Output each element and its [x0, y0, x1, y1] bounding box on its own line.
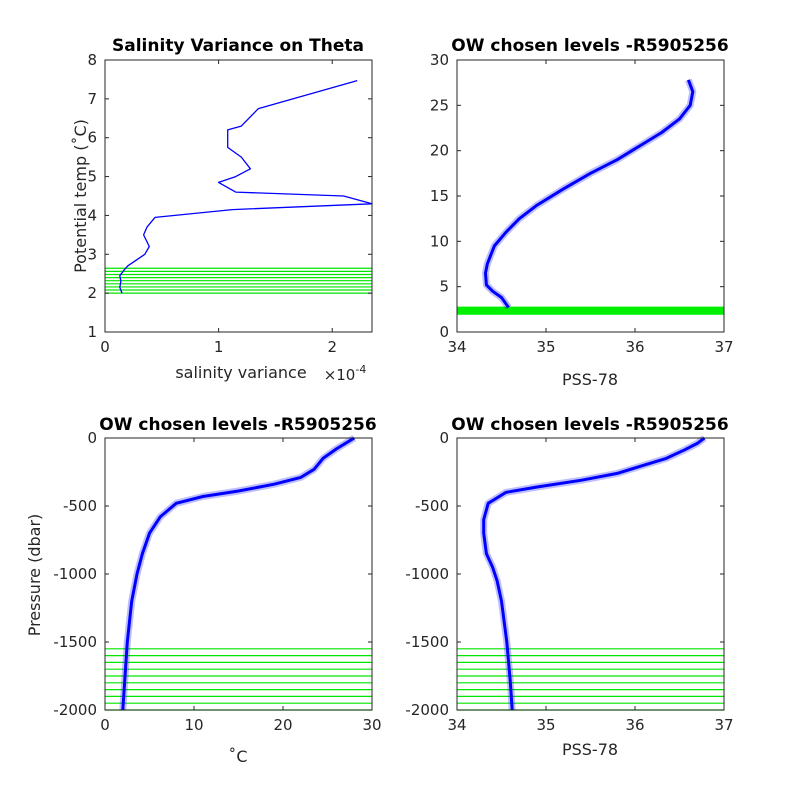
x-tick-label: 0: [100, 338, 110, 356]
chart-title: OW chosen levels -R5905256: [451, 36, 728, 56]
chosen-level-band: [457, 306, 724, 315]
y-tick-label: -500: [415, 497, 449, 515]
y-tick-label: 3: [87, 245, 97, 263]
y-tick-label: -1500: [405, 633, 449, 651]
series-line: [119, 79, 373, 294]
x-axis-label: ˚C: [228, 747, 247, 766]
plot-area: 0 10 20 30 -2000 -1500 -1000 -500 0: [53, 429, 381, 734]
x-tick-label: 35: [536, 338, 555, 356]
y-tick-label: 5: [439, 278, 449, 296]
x-axis-label: PSS-78: [562, 740, 618, 759]
x-tick-label: 34: [447, 338, 466, 356]
x-tick-label: 0: [100, 716, 110, 734]
x-tick-label: 36: [625, 338, 644, 356]
y-tick-label: 1: [87, 323, 97, 341]
series-spread: [480, 435, 707, 711]
x-tick-label: 1: [214, 338, 224, 356]
y-tick-label: 5: [87, 168, 97, 186]
y-tick-label: 6: [87, 129, 97, 147]
y-tick-label: 10: [430, 232, 449, 250]
y-tick-label: 8: [87, 51, 97, 69]
x-tick-label: 10: [184, 716, 203, 734]
chart-title: OW chosen levels -R5905256: [99, 415, 376, 435]
y-axis-label: Pressure (dbar): [25, 514, 44, 637]
y-tick-label: -500: [63, 497, 97, 515]
x-tick-label: 37: [714, 338, 733, 356]
series-line: [482, 436, 706, 711]
x-tick-label: 30: [362, 716, 381, 734]
panel-pressure-temperature: OW chosen levels -R5905256 0 10 20 30 -2000 -…: [25, 415, 382, 766]
y-tick-label: 25: [430, 96, 449, 114]
y-tick-label: -1000: [405, 565, 449, 583]
chart-title: OW chosen levels -R5905256: [451, 415, 728, 435]
y-tick-label: 0: [439, 429, 449, 447]
series-line: [484, 79, 695, 309]
y-tick-label: 30: [430, 51, 449, 69]
y-tick-label: 20: [430, 142, 449, 160]
x-tick-label: 37: [714, 716, 733, 734]
x-tick-label: 35: [536, 716, 555, 734]
x-axis-multiplier: ×10-4: [324, 363, 367, 384]
y-tick-label: 2: [87, 284, 97, 302]
x-axis-label: PSS-78: [562, 370, 618, 389]
plot-area: 34 35 36 37 -2000 -1500 -1000 -500 0: [405, 429, 733, 734]
y-tick-label: 4: [87, 206, 97, 224]
y-tick-label: 0: [439, 323, 449, 341]
y-tick-label: 15: [430, 187, 449, 205]
chart-title: Salinity Variance on Theta: [112, 36, 364, 56]
series-spread: [482, 78, 697, 310]
y-tick-label: -1000: [53, 565, 97, 583]
y-tick-label: 0: [87, 429, 97, 447]
x-tick-label: 20: [273, 716, 292, 734]
axes-box: [104, 59, 373, 333]
y-tick-label: -1500: [53, 633, 97, 651]
x-tick-label: 34: [447, 716, 466, 734]
plot-area: 34 35 36 37 0 5 10 15 20 25 30: [430, 51, 734, 356]
series-line: [121, 436, 355, 711]
y-tick-label: -2000: [53, 701, 97, 719]
panel-pressure-salinity: OW chosen levels -R5905256 34 35 36 37 -2000…: [405, 415, 733, 759]
y-tick-label: 7: [87, 90, 97, 108]
panel-theta-salinity: OW chosen levels -R5905256 34 35 36 37 0 5 10 1…: [430, 36, 734, 389]
x-axis-label: salinity variance: [175, 363, 306, 382]
x-tick-label: 36: [625, 716, 644, 734]
x-tick-label: 2: [327, 338, 337, 356]
y-tick-label: -2000: [405, 701, 449, 719]
series-spread: [119, 435, 357, 711]
y-axis-label: Potential temp (˚C): [71, 119, 90, 273]
